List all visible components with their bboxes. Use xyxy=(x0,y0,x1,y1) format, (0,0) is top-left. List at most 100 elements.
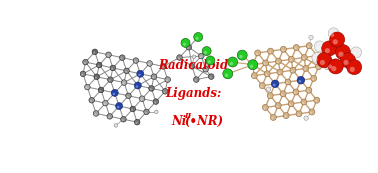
Circle shape xyxy=(269,51,271,53)
Circle shape xyxy=(297,76,305,84)
Circle shape xyxy=(335,45,350,60)
Circle shape xyxy=(301,54,307,61)
Circle shape xyxy=(314,58,318,61)
Circle shape xyxy=(102,100,108,106)
Circle shape xyxy=(134,82,141,89)
Circle shape xyxy=(293,89,299,95)
Circle shape xyxy=(288,101,294,107)
Circle shape xyxy=(135,122,138,124)
Circle shape xyxy=(178,57,180,59)
Circle shape xyxy=(83,59,88,65)
Circle shape xyxy=(310,37,311,39)
Circle shape xyxy=(283,113,289,119)
Circle shape xyxy=(96,62,102,68)
Circle shape xyxy=(338,52,344,57)
Circle shape xyxy=(195,79,197,81)
Circle shape xyxy=(285,79,291,85)
Circle shape xyxy=(248,60,258,70)
Circle shape xyxy=(312,78,314,80)
Circle shape xyxy=(187,47,189,49)
Circle shape xyxy=(314,41,325,52)
Circle shape xyxy=(121,116,126,122)
Circle shape xyxy=(317,66,319,69)
Circle shape xyxy=(154,101,156,103)
Circle shape xyxy=(267,89,269,90)
Circle shape xyxy=(347,60,362,75)
Circle shape xyxy=(225,74,228,77)
Circle shape xyxy=(134,60,136,62)
Circle shape xyxy=(341,53,355,68)
Circle shape xyxy=(230,62,233,65)
Circle shape xyxy=(138,74,141,76)
Circle shape xyxy=(299,80,301,82)
Circle shape xyxy=(294,92,296,94)
Circle shape xyxy=(268,48,274,54)
Circle shape xyxy=(280,46,287,52)
Circle shape xyxy=(259,83,265,89)
Circle shape xyxy=(325,65,329,70)
Circle shape xyxy=(276,106,279,108)
Circle shape xyxy=(305,118,306,120)
Circle shape xyxy=(284,115,287,117)
Circle shape xyxy=(326,59,337,70)
Circle shape xyxy=(144,109,149,115)
Circle shape xyxy=(302,102,304,104)
Circle shape xyxy=(131,109,133,111)
Circle shape xyxy=(328,59,343,74)
Circle shape xyxy=(317,53,332,68)
Circle shape xyxy=(316,64,322,70)
Circle shape xyxy=(315,56,318,58)
Circle shape xyxy=(124,68,129,74)
Circle shape xyxy=(299,80,301,83)
Circle shape xyxy=(204,69,206,71)
Circle shape xyxy=(328,28,339,39)
Circle shape xyxy=(149,86,154,91)
Circle shape xyxy=(203,66,208,72)
Circle shape xyxy=(273,84,276,86)
Circle shape xyxy=(104,103,106,105)
Circle shape xyxy=(307,90,309,92)
Circle shape xyxy=(309,35,313,40)
Circle shape xyxy=(153,99,159,104)
Circle shape xyxy=(194,77,199,82)
Circle shape xyxy=(251,73,257,79)
Circle shape xyxy=(108,116,110,118)
Circle shape xyxy=(161,64,166,69)
Circle shape xyxy=(306,87,312,93)
Circle shape xyxy=(111,68,113,70)
Circle shape xyxy=(119,55,125,60)
Circle shape xyxy=(290,59,292,61)
Circle shape xyxy=(139,96,145,102)
Circle shape xyxy=(293,44,299,51)
Circle shape xyxy=(297,114,299,116)
Circle shape xyxy=(95,77,97,79)
Circle shape xyxy=(330,33,334,37)
Circle shape xyxy=(90,100,92,102)
Circle shape xyxy=(166,79,168,81)
Circle shape xyxy=(125,93,131,99)
Circle shape xyxy=(145,112,147,114)
Circle shape xyxy=(268,95,271,98)
Circle shape xyxy=(322,49,326,53)
Circle shape xyxy=(130,106,136,112)
Circle shape xyxy=(162,66,164,68)
Circle shape xyxy=(307,45,310,48)
Circle shape xyxy=(134,119,140,125)
Text: Radicaloid: Radicaloid xyxy=(158,59,228,72)
Circle shape xyxy=(155,110,158,114)
Circle shape xyxy=(264,63,266,65)
Circle shape xyxy=(108,77,113,83)
Circle shape xyxy=(183,43,186,46)
Circle shape xyxy=(109,80,111,81)
Circle shape xyxy=(190,66,192,68)
Circle shape xyxy=(276,58,282,64)
Circle shape xyxy=(309,109,315,115)
Circle shape xyxy=(328,65,332,68)
Circle shape xyxy=(256,53,258,55)
Circle shape xyxy=(81,74,83,76)
Circle shape xyxy=(289,104,291,106)
Circle shape xyxy=(333,39,338,44)
Circle shape xyxy=(266,87,271,91)
Circle shape xyxy=(189,63,195,69)
Circle shape xyxy=(117,106,119,108)
